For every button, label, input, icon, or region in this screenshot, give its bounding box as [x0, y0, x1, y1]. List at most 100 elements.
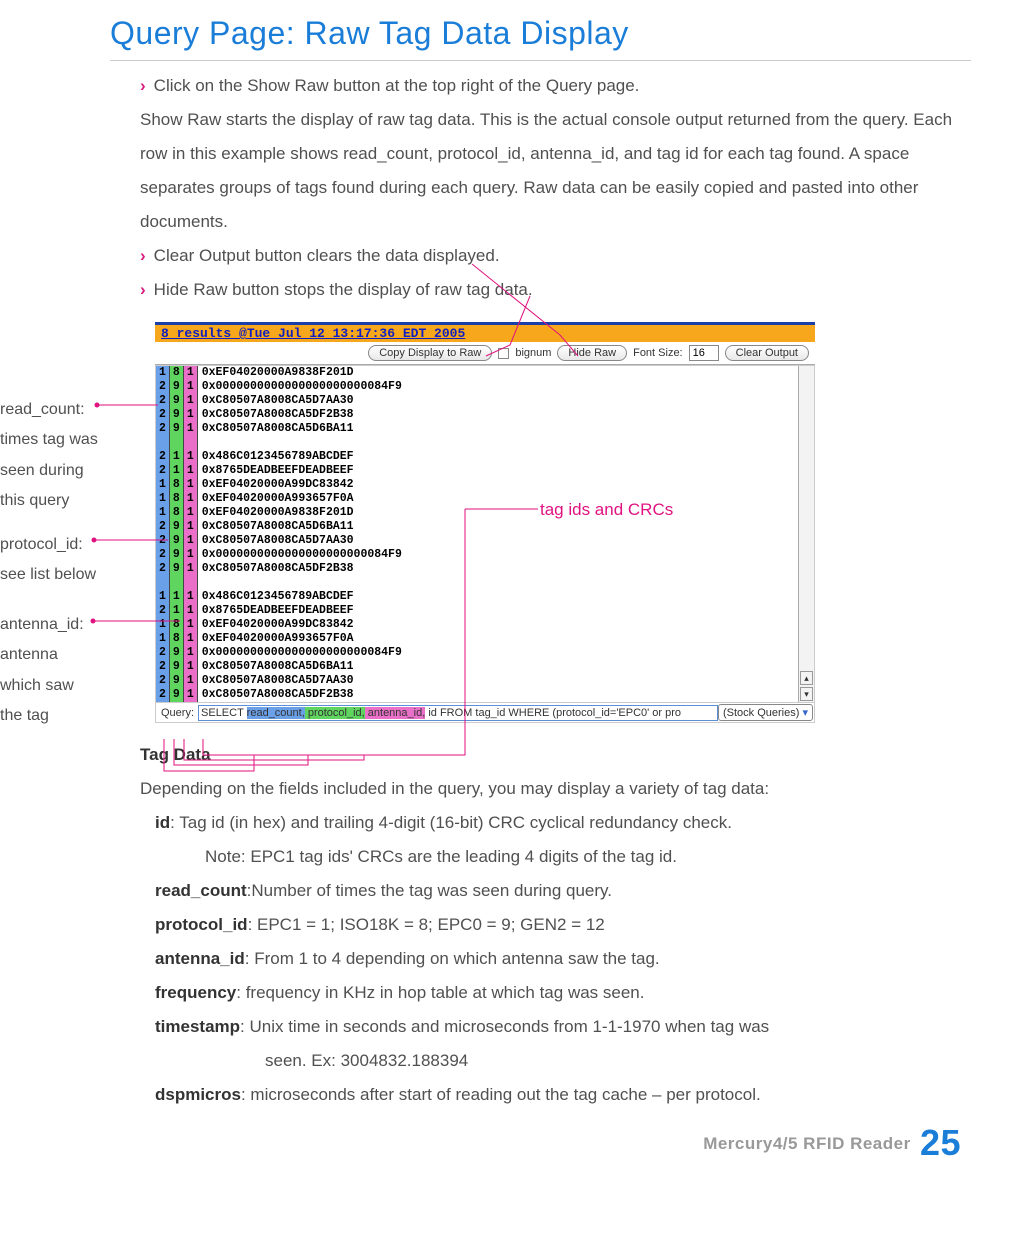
- table-cell: 1: [156, 506, 169, 520]
- table-cell: 0xC80507A8008CA5D7AA30: [202, 534, 798, 548]
- table-cell: 1: [156, 478, 169, 492]
- table-cell: [184, 576, 197, 590]
- table-cell: 2: [156, 520, 169, 534]
- chevron-down-icon: ▾: [802, 707, 808, 719]
- fontsize-input[interactable]: [689, 345, 719, 361]
- table-cell: [202, 436, 798, 450]
- stock-queries-select[interactable]: (Stock Queries) ▾: [718, 704, 813, 721]
- table-cell: 9: [170, 548, 183, 562]
- field-name: antenna_id: [155, 949, 245, 968]
- query-input[interactable]: SELECT read_count, protocol_id, antenna_…: [198, 705, 718, 721]
- table-cell: 1: [170, 464, 183, 478]
- table-cell: 1: [184, 478, 197, 492]
- table-cell: 0x0000000000000000000000084F9: [202, 380, 798, 394]
- query-hl-pi: protocol_id,: [305, 707, 365, 719]
- table-cell: 1: [184, 450, 197, 464]
- table-cell: 1: [184, 380, 197, 394]
- table-cell: 0xC80507A8008CA5D6BA11: [202, 660, 798, 674]
- table-cell: 1: [184, 366, 197, 380]
- table-cell: 9: [170, 520, 183, 534]
- table-cell: 0xC80507A8008CA5D7AA30: [202, 394, 798, 408]
- table-cell: 0xEF04020000A99DC83842: [202, 618, 798, 632]
- table-cell: [202, 576, 798, 590]
- table-cell: [156, 576, 169, 590]
- field-row: Note: EPC1 tag ids' CRCs are the leading…: [155, 840, 971, 874]
- table-cell: 1: [184, 506, 197, 520]
- table-cell: 0x8765DEADBEEFDEADBEEF: [202, 464, 798, 478]
- table-cell: 1: [156, 492, 169, 506]
- fontsize-label: Font Size:: [633, 347, 683, 359]
- hide-raw-button[interactable]: Hide Raw: [557, 345, 627, 361]
- table-cell: 2: [156, 464, 169, 478]
- callout-read-count: read_count:times tag was seen during thi…: [0, 395, 98, 517]
- table-cell: 2: [156, 646, 169, 660]
- table-cell: 0xEF04020000A9838F201D: [202, 506, 798, 520]
- page-title: Query Page: Raw Tag Data Display: [110, 15, 971, 61]
- table-cell: 1: [170, 604, 183, 618]
- table-cell: 9: [170, 408, 183, 422]
- callout-protocol-id: protocol_id:see list below: [0, 530, 98, 591]
- table-cell: 0x486C0123456789ABCDEF: [202, 590, 798, 604]
- table-cell: 1: [184, 548, 197, 562]
- table-cell: 9: [170, 394, 183, 408]
- table-cell: 1: [184, 604, 197, 618]
- field-row: read_count:Number of times the tag was s…: [155, 874, 971, 908]
- field-desc: : From 1 to 4 depending on which antenna…: [245, 949, 660, 968]
- stock-queries-label: (Stock Queries): [723, 707, 799, 719]
- copy-display-button[interactable]: Copy Display to Raw: [368, 345, 492, 361]
- raw-toolbar: Copy Display to Raw bignum Hide Raw Font…: [155, 342, 815, 365]
- field-row: seen. Ex: 3004832.188394: [155, 1044, 971, 1078]
- table-cell: 1: [184, 660, 197, 674]
- table-cell: 9: [170, 674, 183, 688]
- bullet-1: Click on the Show Raw button at the top …: [154, 69, 640, 103]
- table-cell: 0x8765DEADBEEFDEADBEEF: [202, 604, 798, 618]
- callout-antenna-id: antenna_id:antenna which saw the tag: [0, 610, 98, 732]
- table-cell: 2: [156, 534, 169, 548]
- table-cell: 0xEF04020000A9838F201D: [202, 366, 798, 380]
- table-cell: 1: [184, 534, 197, 548]
- table-cell: 0xC80507A8008CA5DF2B38: [202, 562, 798, 576]
- field-name: protocol_id: [155, 915, 248, 934]
- intro-paragraph: Show Raw starts the display of raw tag d…: [140, 103, 971, 239]
- table-cell: 1: [184, 408, 197, 422]
- table-cell: 1: [170, 590, 183, 604]
- table-cell: 9: [170, 562, 183, 576]
- clear-output-button[interactable]: Clear Output: [725, 345, 809, 361]
- table-cell: 0xC80507A8008CA5DF2B38: [202, 408, 798, 422]
- table-cell: 2: [156, 450, 169, 464]
- table-cell: 2: [156, 380, 169, 394]
- query-hl-rc: read_count,: [247, 707, 305, 719]
- protocol-id-column: 8999911888999911889999: [170, 366, 184, 702]
- read-count-column: 1222222111222212112222: [156, 366, 170, 702]
- tag-id-column: 0xEF04020000A9838F201D0x0000000000000000…: [198, 366, 798, 702]
- table-cell: 2: [156, 394, 169, 408]
- bullet-3: Hide Raw button stops the display of raw…: [154, 273, 533, 307]
- field-desc: : Tag id (in hex) and trailing 4-digit (…: [170, 813, 732, 832]
- field-name: dspmicros: [155, 1085, 241, 1104]
- raw-data-screenshot: 8 results @Tue Jul 12 13:17:36 EDT 2005 …: [155, 322, 815, 723]
- table-cell: 0xC80507A8008CA5DF2B38: [202, 688, 798, 702]
- field-desc: : frequency in KHz in hop table at which…: [236, 983, 644, 1002]
- scrollbar[interactable]: ▴ ▾: [798, 366, 814, 702]
- table-cell: 1: [156, 590, 169, 604]
- table-cell: 1: [156, 632, 169, 646]
- table-cell: 2: [156, 674, 169, 688]
- table-cell: 0x0000000000000000000000084F9: [202, 548, 798, 562]
- table-cell: 1: [156, 366, 169, 380]
- scroll-down-icon[interactable]: ▾: [800, 687, 813, 701]
- table-cell: 2: [156, 562, 169, 576]
- table-cell: 8: [170, 632, 183, 646]
- table-cell: 0xEF04020000A993657F0A: [202, 492, 798, 506]
- table-cell: 9: [170, 660, 183, 674]
- field-name: id: [155, 813, 170, 832]
- table-cell: 1: [184, 646, 197, 660]
- bignum-label: bignum: [515, 347, 551, 359]
- bignum-checkbox[interactable]: [498, 348, 509, 359]
- table-cell: 0x486C0123456789ABCDEF: [202, 450, 798, 464]
- table-cell: 2: [156, 660, 169, 674]
- tag-data-heading: Tag Data: [140, 738, 971, 772]
- table-cell: 8: [170, 506, 183, 520]
- scroll-up-icon[interactable]: ▴: [800, 671, 813, 685]
- table-cell: 0xC80507A8008CA5D6BA11: [202, 520, 798, 534]
- bullet-marker: ›: [140, 273, 146, 307]
